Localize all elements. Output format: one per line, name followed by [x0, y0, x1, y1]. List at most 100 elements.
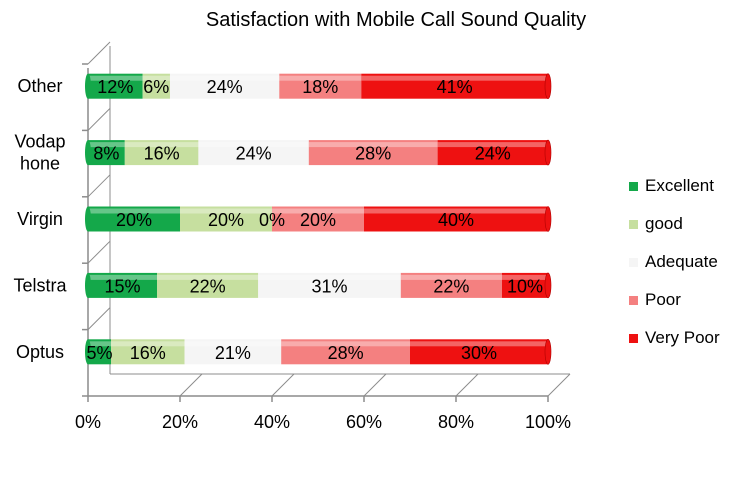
bar-highlight: [281, 341, 410, 347]
bar-segment: [258, 272, 401, 298]
bar-segment: [88, 140, 125, 166]
bar-segment: [308, 140, 438, 166]
bar-segment: [124, 140, 199, 166]
bar-highlight: [410, 341, 548, 347]
data-label: 28%: [328, 343, 364, 363]
bar-highlight: [308, 142, 438, 148]
bar-segment: [88, 206, 180, 232]
side-wall-diagonal: [87, 108, 111, 131]
bar-highlight: [364, 208, 548, 214]
bar-highlight: [142, 75, 170, 81]
chart-title: Satisfaction with Mobile Call Sound Qual…: [206, 9, 586, 31]
data-label: 41%: [437, 77, 473, 97]
x-tick-label: 0%: [75, 412, 101, 432]
data-label: 22%: [433, 276, 469, 296]
bar-cap-left: [85, 272, 91, 298]
bar-highlight: [502, 274, 548, 280]
bar-cap-right: [544, 338, 552, 365]
chart-legend: Excellent good Adequate Poor Very Poor: [629, 176, 720, 347]
bar-segment: [410, 339, 548, 365]
data-label: 24%: [236, 144, 272, 164]
legend-label: good: [645, 214, 683, 233]
category-label: hone: [20, 154, 60, 174]
bar-segment: [111, 339, 185, 365]
x-tick-label: 80%: [438, 412, 474, 432]
data-label: 21%: [215, 343, 251, 363]
data-label: 0%: [259, 210, 285, 230]
bar-segment: [279, 73, 362, 99]
data-label: 18%: [302, 77, 338, 97]
bar-highlight: [361, 75, 548, 81]
bar-segment: [88, 272, 157, 298]
data-label: 8%: [93, 144, 119, 164]
bar-highlight: [88, 274, 157, 280]
data-label: 40%: [438, 210, 474, 230]
data-label: 20%: [208, 210, 244, 230]
bar-highlight: [88, 142, 125, 148]
data-label: 31%: [311, 276, 347, 296]
x-tick-label: 20%: [162, 412, 198, 432]
chart-bars: [85, 73, 552, 365]
data-label: 24%: [475, 144, 511, 164]
data-label: 12%: [97, 77, 133, 97]
bar-cap-left: [85, 206, 91, 232]
bar-segment: [437, 140, 548, 166]
data-label: 15%: [104, 276, 140, 296]
floor-grid-line: [363, 373, 387, 397]
bar-cap-right: [544, 73, 552, 99]
bar-highlight: [437, 142, 548, 148]
category-label: Optus: [16, 342, 64, 362]
bar-highlight: [124, 142, 199, 148]
category-label: Other: [17, 76, 62, 96]
bar-cap-left: [85, 339, 91, 365]
floor-grid-line: [455, 373, 479, 397]
bar-segment: [364, 206, 548, 232]
legend-swatch: [629, 220, 638, 229]
side-wall-diagonal: [87, 307, 111, 330]
bar-highlight: [88, 208, 180, 214]
legend-swatch: [629, 258, 638, 267]
legend-swatch: [629, 334, 638, 343]
legend-label: Poor: [645, 290, 681, 309]
bar-highlight: [169, 75, 280, 81]
bar-cap-right: [544, 272, 552, 299]
data-label: 28%: [355, 144, 391, 164]
bar-cap-left: [85, 140, 91, 166]
bar-segment: [184, 339, 282, 365]
data-label: 16%: [130, 343, 166, 363]
bar-highlight: [180, 208, 272, 214]
bar-segment: [157, 272, 259, 298]
bar-segment: [400, 272, 502, 298]
bar-cap-right: [544, 206, 552, 232]
bar-segment: [169, 73, 280, 99]
floor-grid-line: [271, 373, 295, 397]
bar-segment: [180, 206, 272, 232]
legend-swatch: [629, 296, 638, 305]
bar-highlight: [400, 274, 502, 280]
legend-label: Excellent: [645, 176, 714, 195]
data-label: 22%: [190, 276, 226, 296]
category-label: Vodap: [14, 132, 65, 152]
bar-segment: [198, 140, 309, 166]
bar-segment: [272, 206, 364, 232]
legend-swatch: [629, 182, 638, 191]
legend-label: Adequate: [645, 252, 718, 271]
side-wall-diagonal: [87, 41, 111, 65]
chart-data-labels: 5% 16% 21% 28% 30% 15% 22% 31% 22% 10% 20% 20% 0% 20%…: [86, 77, 543, 363]
legend-label: Very Poor: [645, 328, 720, 347]
bar-segment: [88, 339, 111, 365]
bar-cap-left: [85, 73, 91, 99]
data-label: 10%: [507, 276, 543, 296]
bar-segment: [281, 339, 410, 365]
bar-segment: [361, 73, 548, 99]
bar-cap-right: [544, 139, 552, 166]
bar-highlight: [258, 274, 401, 280]
bar-segment: [88, 73, 143, 99]
data-label: 30%: [461, 343, 497, 363]
category-label: Telstra: [13, 275, 67, 295]
side-wall-diagonal: [87, 240, 111, 264]
bar-highlight: [184, 341, 282, 347]
bar-highlight: [88, 75, 143, 81]
